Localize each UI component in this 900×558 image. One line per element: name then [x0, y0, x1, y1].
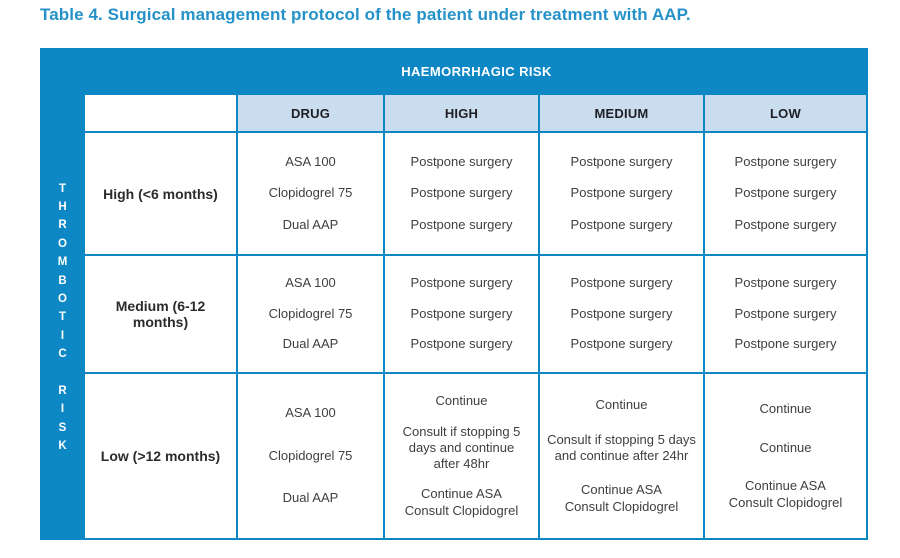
protocol-table: HAEMORRHAGIC RISK T H R O M B O T I C R … — [40, 48, 868, 540]
column-header-medium: MEDIUM — [540, 95, 703, 131]
drug-entry: Clopidogrel 75 — [268, 185, 353, 201]
outcome-entry: Postpone surgery — [570, 305, 673, 321]
outcome-entry: Postpone surgery — [570, 336, 673, 352]
drug-entry: ASA 100 — [285, 275, 336, 291]
outcome-entry: Postpone surgery — [410, 275, 513, 291]
thrombotic-risk-label: T H R O M B O T I C R I S K — [57, 182, 68, 453]
outcome-entry: Consult if stopping 5 days and continue … — [547, 431, 696, 463]
outcome-entry: Postpone surgery — [410, 217, 513, 233]
outcome-entry: Postpone surgery — [410, 336, 513, 352]
outcome-entry: Postpone surgery — [570, 185, 673, 201]
outcome-entry: Postpone surgery — [570, 153, 673, 169]
outcome-cell-low: Postpone surgery Postpone surgery Postpo… — [705, 256, 866, 372]
column-header-high: HIGH — [385, 95, 538, 131]
outcome-entry: Postpone surgery — [410, 305, 513, 321]
outcome-entry: Continue ASA Consult Clopidogrel — [728, 478, 843, 510]
outcome-cell-high: Postpone surgery Postpone surgery Postpo… — [385, 133, 538, 254]
outcome-cell-medium: Postpone surgery Postpone surgery Postpo… — [540, 256, 703, 372]
outcome-entry: Postpone surgery — [410, 185, 513, 201]
outcome-entry: Continue ASA Consult Clopidogrel — [564, 482, 679, 514]
outcome-entry: Postpone surgery — [570, 275, 673, 291]
drug-entry: Clopidogrel 75 — [268, 447, 353, 463]
haemorrhagic-risk-label: HAEMORRHAGIC RISK — [401, 64, 552, 79]
corner-cell — [85, 95, 236, 131]
outcome-entry: Consult if stopping 5 days and continue … — [402, 423, 521, 472]
table-grid: DRUG HIGH MEDIUM LOW High (<6 months) AS… — [85, 95, 868, 540]
drug-entry: Clopidogrel 75 — [268, 305, 353, 321]
drug-entry: Dual AAP — [282, 336, 339, 352]
haemorrhagic-risk-band: HAEMORRHAGIC RISK — [40, 48, 868, 95]
outcome-cell-high: Postpone surgery Postpone surgery Postpo… — [385, 256, 538, 372]
outcome-cell-low: Postpone surgery Postpone surgery Postpo… — [705, 133, 866, 254]
outcome-cell-high: Continue Consult if stopping 5 days and … — [385, 374, 538, 538]
outcome-entry: Postpone surgery — [734, 336, 837, 352]
row-group-label-high: High (<6 months) — [85, 133, 236, 254]
row-group-label-medium: Medium (6-12 months) — [85, 256, 236, 372]
column-header-drug: DRUG — [238, 95, 383, 131]
outcome-entry: Postpone surgery — [734, 275, 837, 291]
outcome-entry: Postpone surgery — [570, 217, 673, 233]
row-group-label-low: Low (>12 months) — [85, 374, 236, 538]
thrombotic-risk-band: T H R O M B O T I C R I S K — [40, 95, 85, 540]
outcome-entry: Continue — [435, 393, 488, 409]
drug-entry: ASA 100 — [285, 153, 336, 169]
outcome-entry: Continue — [595, 397, 648, 413]
column-header-low: LOW — [705, 95, 866, 131]
outcome-entry: Postpone surgery — [734, 185, 837, 201]
outcome-cell-low: Continue Continue Continue ASA Consult C… — [705, 374, 866, 538]
table-body: T H R O M B O T I C R I S K DRUG HIGH ME… — [40, 95, 868, 540]
outcome-entry: Continue ASA Consult Clopidogrel — [404, 486, 519, 518]
drug-cell: ASA 100 Clopidogrel 75 Dual AAP — [238, 133, 383, 254]
drug-entry: ASA 100 — [285, 405, 336, 421]
table-caption: Table 4. Surgical management protocol of… — [40, 5, 691, 24]
outcome-entry: Postpone surgery — [734, 217, 837, 233]
outcome-entry: Postpone surgery — [734, 305, 837, 321]
drug-cell: ASA 100 Clopidogrel 75 Dual AAP — [238, 256, 383, 372]
outcome-entry: Continue — [759, 439, 812, 455]
outcome-cell-medium: Continue Consult if stopping 5 days and … — [540, 374, 703, 538]
outcome-cell-medium: Postpone surgery Postpone surgery Postpo… — [540, 133, 703, 254]
drug-cell: ASA 100 Clopidogrel 75 Dual AAP — [238, 374, 383, 538]
drug-entry: Dual AAP — [282, 217, 339, 233]
outcome-entry: Postpone surgery — [734, 153, 837, 169]
outcome-entry: Postpone surgery — [410, 153, 513, 169]
outcome-entry: Continue — [759, 401, 812, 417]
drug-entry: Dual AAP — [282, 490, 339, 506]
